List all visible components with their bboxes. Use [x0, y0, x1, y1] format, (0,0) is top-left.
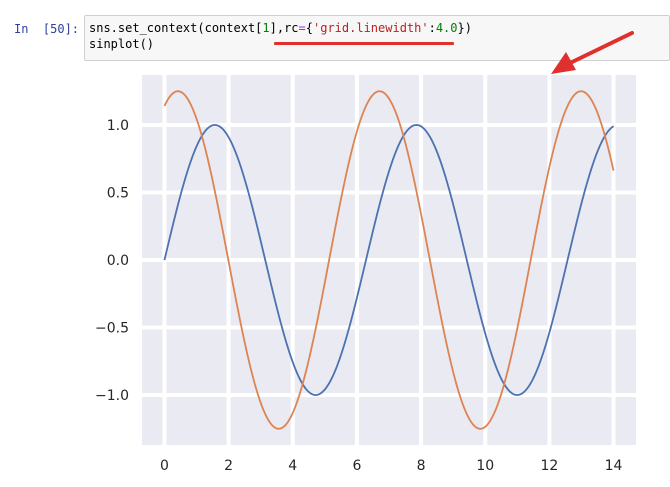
annotation-arrow — [551, 31, 634, 74]
y-tick-label: 0.0 — [107, 253, 129, 269]
series-line-2 — [163, 90, 615, 430]
code-token-string: 'grid.linewidth' — [313, 21, 429, 35]
annotation-arrow-shaft — [566, 31, 634, 66]
code-token: sns.set_context(context[ — [89, 21, 263, 35]
annotation-arrow-head — [551, 52, 576, 74]
x-tick-label: 4 — [288, 458, 297, 474]
input-prompt: In [50]: — [14, 22, 80, 36]
y-tick-label: −0.5 — [95, 321, 129, 337]
code-line-1: sns.set_context(context[1],rc={'grid.lin… — [89, 21, 472, 35]
y-gridlines — [142, 122, 636, 398]
series-lines — [163, 90, 615, 430]
code-token: : — [428, 21, 436, 35]
y-tick-label: 0.5 — [107, 185, 129, 201]
code-cell[interactable]: sns.set_context(context[1],rc={'grid.lin… — [84, 15, 670, 61]
x-tick-labels: 0 2 4 6 8 10 12 14 — [160, 458, 623, 474]
x-tick-label: 8 — [417, 458, 426, 474]
y-tick-label: −1.0 — [95, 388, 129, 404]
code-token: }) — [457, 21, 472, 35]
x-tick-label: 12 — [540, 458, 558, 474]
code-token: { — [305, 21, 313, 35]
code-line-2: sinplot() — [89, 37, 155, 51]
x-tick-label: 0 — [160, 458, 169, 474]
y-tick-label: 1.0 — [107, 118, 129, 134]
code-token: ],rc — [269, 21, 299, 35]
annotation-underline — [274, 42, 454, 45]
code-token-number: 1 — [262, 21, 270, 35]
code-token-number: 4.0 — [435, 21, 458, 35]
series-line-1 — [163, 124, 615, 396]
x-tick-label: 6 — [352, 458, 361, 474]
code-token-operator: = — [298, 21, 306, 35]
y-tick-labels: −1.0 −0.5 0.0 0.5 1.0 — [95, 118, 129, 404]
x-tick-label: 14 — [605, 458, 623, 474]
x-tick-label: 10 — [476, 458, 494, 474]
x-tick-label: 2 — [224, 458, 233, 474]
